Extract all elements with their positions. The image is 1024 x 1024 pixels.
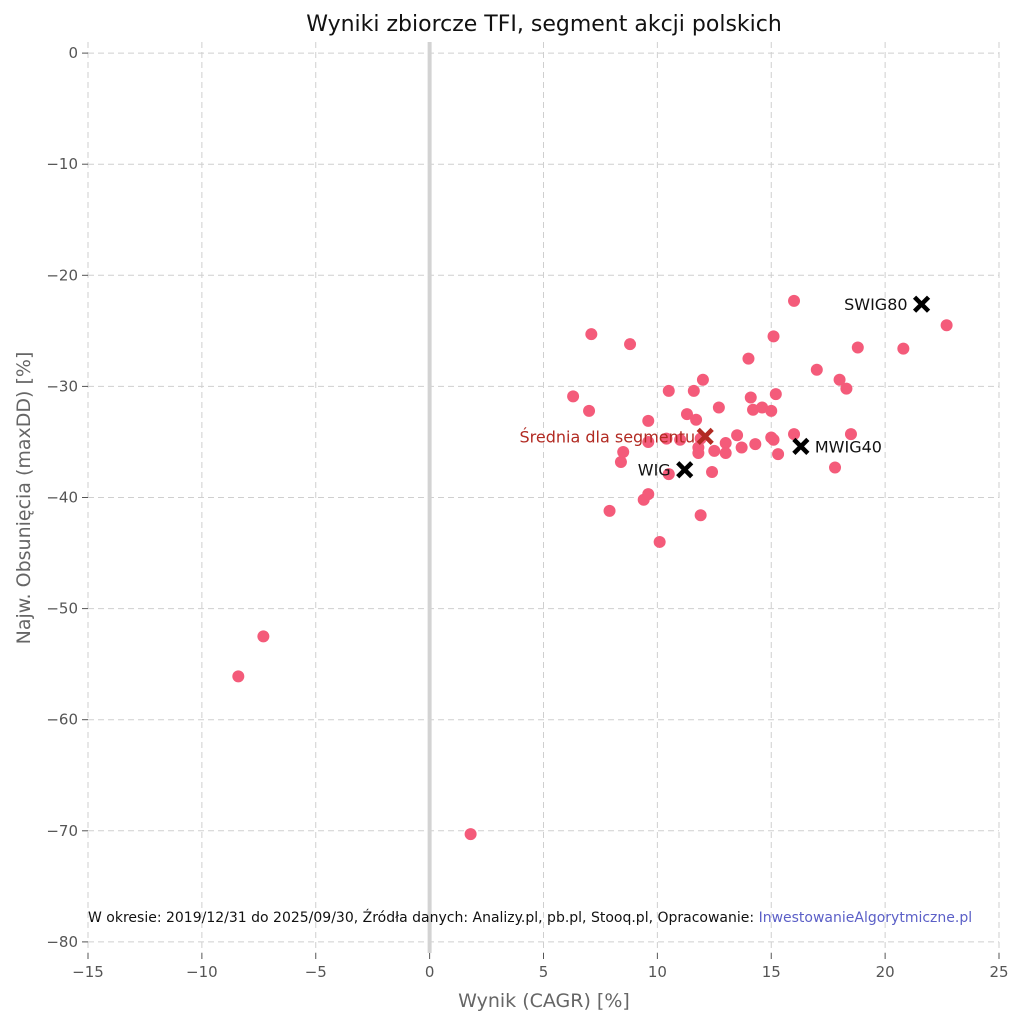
footer-text: W okresie: 2019/12/31 do 2025/09/30, Źró… [88, 908, 759, 926]
fund-point [940, 319, 953, 332]
x-tick-label: 0 [425, 963, 435, 981]
benchmark-marker [792, 437, 810, 455]
x-tick-label: 15 [762, 963, 781, 981]
x-tick-label: −5 [305, 963, 327, 981]
y-tick-label: −70 [46, 822, 78, 840]
y-tick-label: −30 [46, 377, 78, 395]
fund-point [653, 535, 666, 548]
fund-point [712, 401, 725, 414]
fund-point [788, 428, 801, 441]
benchmark-marker [676, 461, 694, 479]
fund-point [617, 445, 630, 458]
fund-point [257, 630, 270, 643]
fund-point [744, 391, 757, 404]
fund-point [788, 294, 801, 307]
fund-point [772, 448, 785, 461]
fund-point [769, 388, 782, 401]
footer-link[interactable]: InwestowanieAlgorytmiczne.pl [759, 910, 973, 926]
fund-point [662, 468, 675, 481]
fund-point [844, 428, 857, 441]
fund-point [767, 330, 780, 343]
fund-point [735, 441, 748, 454]
chart-title: Wyniki zbiorcze TFI, segment akcji polsk… [306, 12, 782, 37]
benchmark-marker [912, 295, 931, 313]
fund-point [897, 342, 910, 355]
fund-point [642, 414, 655, 427]
segment-mean: Średnia dla segmentu [520, 427, 714, 446]
fund-points [232, 294, 953, 841]
fund-point [674, 433, 687, 446]
y-tick-label: −80 [46, 933, 78, 951]
fund-point [687, 384, 700, 397]
benchmark-label: MWIG40 [815, 437, 882, 456]
fund-point [765, 404, 778, 417]
fund-point [706, 465, 719, 478]
axis-ticks: −15 −10 −5 0 5 10 15 20 250−10−20−30−40−50−60−70… [46, 44, 1008, 981]
fund-point [692, 447, 705, 460]
fund-point [624, 338, 637, 351]
fund-point [603, 504, 616, 517]
fund-point [749, 438, 762, 451]
x-tick-label: −15 [72, 963, 104, 981]
fund-point [696, 373, 709, 386]
fund-point [567, 390, 580, 403]
fund-point [840, 382, 853, 395]
fund-point [742, 352, 755, 365]
benchmark-label: WIG [638, 461, 671, 480]
x-tick-label: 10 [648, 963, 667, 981]
x-tick-label: 5 [539, 963, 549, 981]
fund-point [833, 373, 846, 386]
fund-point [731, 429, 744, 442]
fund-point [747, 403, 760, 416]
fund-point [662, 384, 675, 397]
fund-point [767, 433, 780, 446]
footer-note: W okresie: 2019/12/31 do 2025/09/30, Źró… [88, 908, 972, 926]
fund-point [642, 488, 655, 501]
fund-point [680, 408, 693, 421]
fund-point [642, 435, 655, 448]
fund-point [708, 444, 721, 457]
fund-point [464, 828, 477, 841]
fund-point [851, 341, 864, 354]
grid [87, 42, 1000, 953]
y-tick-label: 0 [68, 44, 78, 62]
y-axis-label: Najw. Obsunięcia (maxDD) [%] [13, 352, 35, 645]
y-tick-label: −10 [46, 155, 78, 173]
benchmark-label: SWIG80 [844, 295, 907, 314]
fund-point [719, 447, 732, 460]
fund-point [660, 432, 673, 445]
fund-point [583, 404, 596, 417]
mean-marker [696, 427, 714, 445]
fund-point [585, 328, 598, 341]
fund-point [810, 363, 823, 376]
fund-point [719, 437, 732, 450]
x-tick-label: 20 [876, 963, 895, 981]
fund-point [756, 401, 769, 414]
y-tick-label: −50 [46, 600, 78, 618]
x-tick-label: 25 [989, 963, 1008, 981]
benchmark-markers: SWIG80 MWIG40 WIG [638, 295, 931, 480]
fund-point [690, 413, 703, 426]
y-tick-label: −60 [46, 711, 78, 729]
mean-label: Średnia dla segmentu [520, 427, 696, 446]
y-tick-label: −20 [46, 266, 78, 284]
x-axis-label: Wynik (CAGR) [%] [458, 990, 630, 1012]
y-tick-label: −40 [46, 489, 78, 507]
fund-point [232, 670, 245, 683]
fund-point [694, 509, 707, 522]
fund-point [829, 461, 842, 474]
fund-point [614, 455, 627, 468]
x-tick-label: −10 [186, 963, 218, 981]
